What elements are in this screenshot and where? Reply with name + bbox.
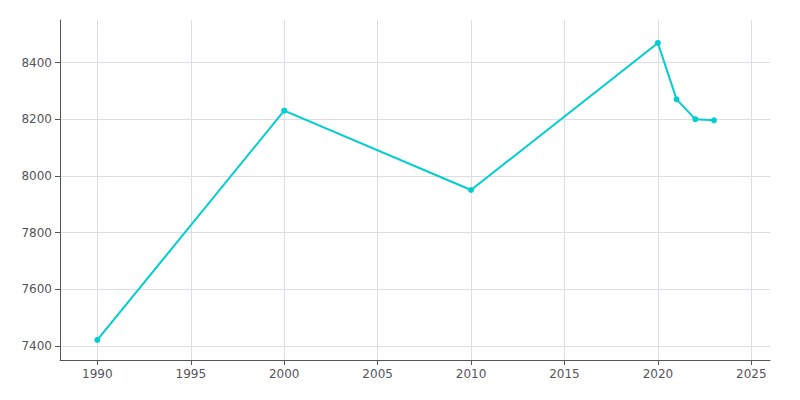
svg-text:1995: 1995: [176, 367, 207, 381]
svg-text:2005: 2005: [362, 367, 393, 381]
svg-text:2025: 2025: [736, 367, 767, 381]
svg-text:2010: 2010: [456, 367, 487, 381]
svg-text:2020: 2020: [643, 367, 674, 381]
svg-text:7800: 7800: [21, 226, 52, 240]
svg-text:2000: 2000: [269, 367, 300, 381]
svg-text:8000: 8000: [21, 169, 52, 183]
svg-text:7600: 7600: [21, 282, 52, 296]
svg-text:1990: 1990: [82, 367, 113, 381]
svg-text:7400: 7400: [21, 339, 52, 353]
svg-text:8400: 8400: [21, 56, 52, 70]
svg-text:2015: 2015: [549, 367, 580, 381]
svg-text:8200: 8200: [21, 112, 52, 126]
